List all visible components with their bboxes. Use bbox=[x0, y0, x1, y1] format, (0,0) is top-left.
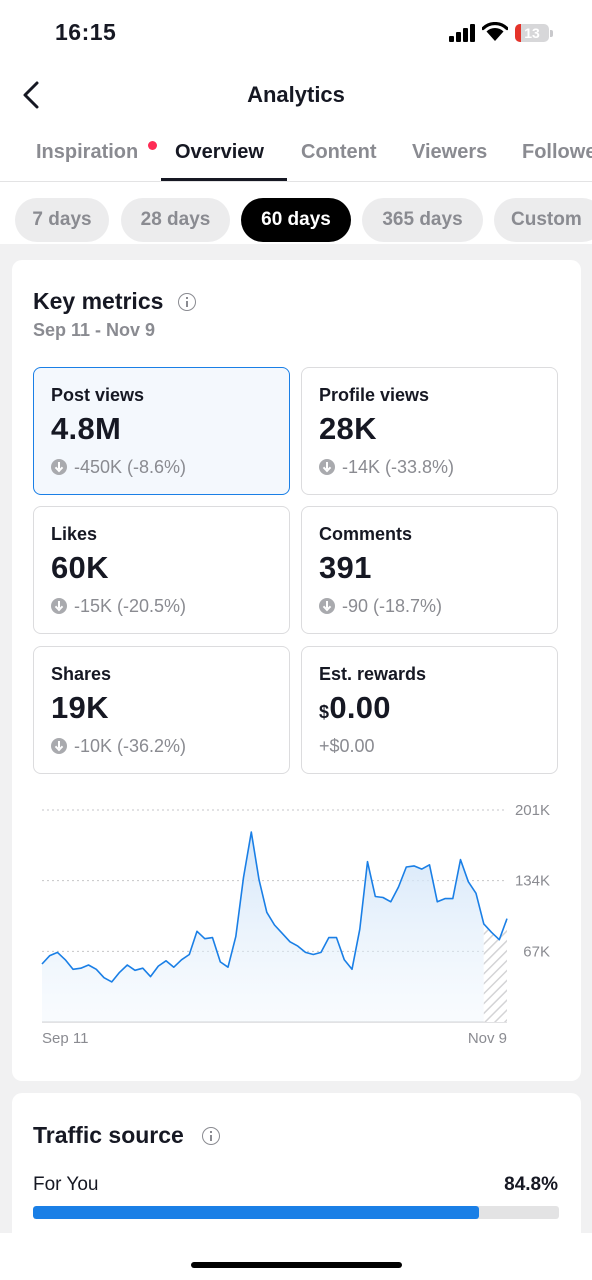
battery-level: 13 bbox=[524, 25, 540, 41]
metric-value: 4.8M bbox=[51, 411, 122, 446]
chart-hatched-area bbox=[483, 918, 507, 1022]
active-tab-indicator bbox=[161, 178, 287, 181]
bottom-safe-area bbox=[0, 1233, 592, 1280]
chart-x-tick-label: Sep 11 bbox=[42, 1030, 88, 1047]
traffic-source-value: 84.8% bbox=[504, 1174, 558, 1195]
metric-delta: -450K (-8.6%) bbox=[51, 457, 186, 478]
status-time: 16:15 bbox=[55, 19, 117, 45]
traffic-source-bar bbox=[33, 1206, 559, 1219]
key-metrics-title: Key metrics bbox=[33, 288, 164, 314]
date-range-selector: 7 days 28 days 60 days 365 days Custom bbox=[0, 198, 592, 242]
range-chip-365-days[interactable]: 365 days bbox=[362, 198, 483, 242]
traffic-source-label: For You bbox=[33, 1174, 99, 1195]
metric-value: 60K bbox=[51, 550, 109, 585]
notification-dot bbox=[148, 141, 157, 150]
back-arrow-icon[interactable] bbox=[18, 80, 48, 110]
metric-value: $0.00 bbox=[319, 690, 391, 725]
currency-symbol: $ bbox=[319, 702, 330, 722]
metric-card-post-views[interactable]: Post views 4.8M -450K (-8.6%) bbox=[33, 367, 290, 495]
range-chip-60-days[interactable]: 60 days bbox=[241, 198, 351, 242]
range-chip-custom[interactable]: Custom bbox=[494, 198, 592, 242]
tab-viewers[interactable]: Viewers bbox=[412, 141, 488, 163]
down-arrow-icon bbox=[51, 738, 67, 754]
metric-delta: -90 (-18.7%) bbox=[319, 596, 442, 617]
page-title: Analytics bbox=[247, 82, 345, 107]
range-chip-7-days[interactable]: 7 days bbox=[15, 198, 109, 242]
chart-area bbox=[42, 832, 484, 1022]
metric-card-likes[interactable]: Likes 60K -15K (-20.5%) bbox=[33, 506, 290, 634]
down-arrow-icon bbox=[319, 598, 335, 614]
tab-followers[interactable]: Followers bbox=[522, 141, 592, 163]
metric-card-comments[interactable]: Comments 391 -90 (-18.7%) bbox=[301, 506, 558, 634]
traffic-source-title: Traffic source bbox=[33, 1122, 184, 1148]
analytics-tabs: Inspiration Overview Content Viewers Fol… bbox=[0, 137, 592, 182]
tab-inspiration[interactable]: Inspiration bbox=[36, 141, 139, 163]
range-chip-28-days[interactable]: 28 days bbox=[121, 198, 230, 242]
metric-value: 391 bbox=[319, 550, 372, 585]
post-views-chart[interactable]: 201K 134K 67K Sep 11 Nov 9 bbox=[28, 795, 568, 1055]
metric-label: Est. rewards bbox=[319, 664, 427, 684]
traffic-source-bar-fill bbox=[33, 1206, 480, 1219]
metric-delta: -10K (-36.2%) bbox=[51, 736, 186, 757]
battery-tip bbox=[550, 30, 553, 37]
chart-x-tick-label: Nov 9 bbox=[468, 1030, 507, 1047]
wifi-icon bbox=[482, 22, 508, 41]
date-range-label: Sep 11 - Nov 9 bbox=[33, 320, 156, 340]
chart-y-tick-label: 67K bbox=[523, 943, 550, 960]
metric-label: Comments bbox=[319, 524, 413, 544]
cellular-signal-icon bbox=[449, 24, 475, 42]
metric-label: Profile views bbox=[319, 385, 430, 405]
chart-y-tick-label: 201K bbox=[515, 802, 550, 819]
chart-y-tick-label: 134K bbox=[515, 873, 550, 890]
metric-delta: -15K (-20.5%) bbox=[51, 596, 186, 617]
metric-card-profile-views[interactable]: Profile views 28K -14K (-33.8%) bbox=[301, 367, 558, 495]
metric-label: Shares bbox=[51, 664, 112, 684]
metric-label: Likes bbox=[51, 524, 98, 544]
metric-card-est-rewards[interactable]: Est. rewards $0.00 +$0.00 bbox=[301, 646, 558, 774]
metric-delta: +$0.00 bbox=[319, 736, 375, 756]
chart-series-line bbox=[41, 831, 508, 983]
info-icon[interactable] bbox=[202, 1127, 220, 1145]
battery-icon: 13 bbox=[515, 24, 549, 42]
home-indicator[interactable] bbox=[191, 1262, 402, 1268]
metric-card-shares[interactable]: Shares 19K -10K (-36.2%) bbox=[33, 646, 290, 774]
info-icon[interactable] bbox=[178, 293, 196, 311]
tab-content[interactable]: Content bbox=[301, 141, 377, 163]
metric-value: 19K bbox=[51, 690, 109, 725]
status-bar: 16:15 13 bbox=[0, 0, 592, 64]
metric-delta: -14K (-33.8%) bbox=[319, 457, 454, 478]
metric-label: Post views bbox=[51, 385, 145, 405]
down-arrow-icon bbox=[319, 459, 335, 475]
metric-value: 28K bbox=[319, 411, 377, 446]
tab-overview[interactable]: Overview bbox=[175, 141, 264, 163]
down-arrow-icon bbox=[51, 459, 67, 475]
down-arrow-icon bbox=[51, 598, 67, 614]
